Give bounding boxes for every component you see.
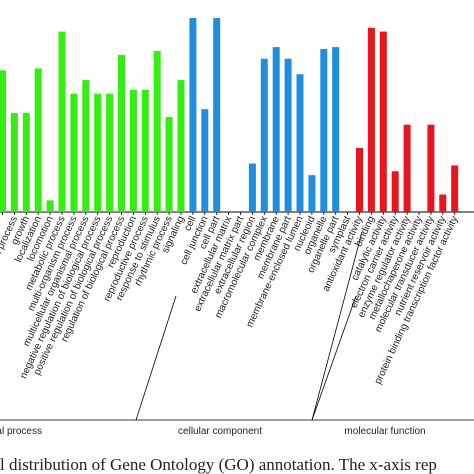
bar	[367, 27, 375, 213]
bar	[118, 54, 125, 212]
bar	[260, 58, 268, 212]
bar	[332, 47, 340, 212]
bar	[10, 113, 18, 212]
bar	[82, 80, 90, 212]
bar	[284, 58, 292, 212]
caption: l distribution of Gene Ontology (GO) ann…	[0, 455, 437, 474]
bar	[129, 89, 137, 212]
bar	[451, 165, 459, 212]
bar	[34, 68, 42, 212]
group-bracket	[311, 231, 363, 421]
bar	[46, 200, 54, 212]
bar	[58, 31, 66, 212]
bar	[153, 50, 161, 213]
bar	[0, 70, 6, 212]
bar	[189, 18, 197, 212]
bar	[177, 80, 185, 212]
bar	[106, 93, 114, 212]
bar	[403, 124, 411, 212]
bar	[213, 18, 221, 212]
bar	[94, 93, 102, 212]
bar	[356, 147, 363, 212]
bar	[308, 175, 316, 212]
bar	[70, 93, 78, 212]
bar	[22, 113, 30, 212]
bar	[165, 116, 173, 212]
bar	[141, 89, 149, 212]
bar	[201, 109, 209, 212]
bar	[272, 47, 280, 212]
bar	[439, 194, 447, 212]
bar	[296, 74, 304, 212]
bar	[320, 49, 328, 212]
bar	[391, 171, 399, 212]
group-label: cellular component	[178, 426, 262, 437]
bar	[427, 124, 435, 212]
group-label: biological process	[0, 426, 42, 437]
bar	[379, 31, 387, 212]
group-bracket	[136, 295, 357, 421]
bar	[248, 163, 256, 212]
group-label: molecular function	[344, 426, 425, 437]
